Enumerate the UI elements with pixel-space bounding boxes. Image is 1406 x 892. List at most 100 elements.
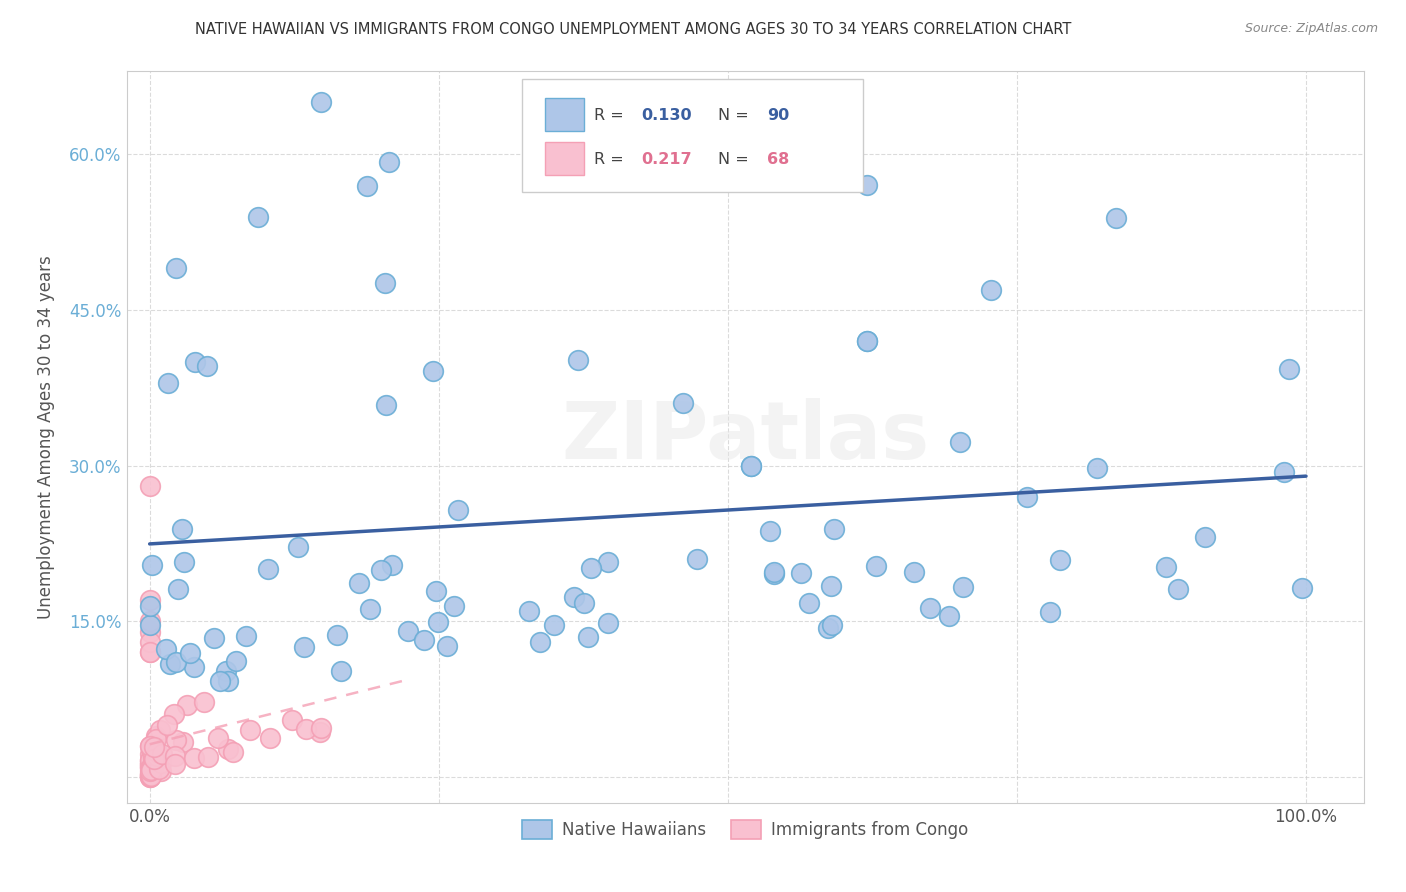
Point	[918, 601, 941, 615]
Point	[287, 540, 309, 554]
Point	[855, 334, 877, 348]
Point	[146, 745, 169, 759]
Y-axis label: Unemployment Among Ages 30 to 34 years: Unemployment Among Ages 30 to 34 years	[38, 255, 55, 619]
Point	[225, 655, 247, 669]
Point	[820, 579, 842, 593]
Point	[138, 624, 160, 639]
Point	[138, 614, 160, 628]
Point	[574, 596, 596, 610]
Point	[172, 735, 194, 749]
Point	[1154, 560, 1177, 574]
Point	[209, 673, 232, 688]
Point	[1272, 465, 1295, 479]
Point	[576, 631, 599, 645]
Point	[138, 757, 160, 772]
Point	[247, 210, 270, 224]
Text: 0.130: 0.130	[641, 108, 692, 123]
Point	[762, 565, 785, 579]
Point	[356, 178, 378, 193]
Point	[142, 749, 165, 764]
Point	[183, 659, 205, 673]
Point	[197, 749, 219, 764]
Point	[138, 645, 160, 659]
Point	[281, 714, 304, 728]
Point	[396, 624, 419, 639]
FancyBboxPatch shape	[523, 78, 863, 192]
Point	[738, 122, 761, 136]
Point	[412, 633, 434, 648]
Text: 0.217: 0.217	[641, 152, 692, 167]
Text: N =: N =	[718, 108, 754, 123]
Point	[1291, 581, 1313, 595]
Point	[172, 523, 194, 537]
Point	[309, 95, 332, 110]
Point	[817, 621, 839, 635]
Point	[146, 748, 169, 763]
Point	[138, 769, 160, 783]
Point	[155, 642, 177, 657]
Point	[149, 756, 172, 771]
Point	[165, 260, 187, 275]
Point	[138, 770, 160, 784]
Point	[436, 639, 458, 653]
Point	[149, 764, 172, 779]
Point	[165, 655, 187, 669]
Point	[138, 759, 160, 773]
Point	[145, 729, 167, 743]
Point	[163, 707, 186, 722]
Text: 68: 68	[768, 152, 790, 167]
Point	[235, 629, 257, 643]
Point	[138, 770, 160, 784]
Point	[309, 722, 332, 736]
Point	[155, 718, 177, 732]
Point	[139, 768, 162, 782]
Point	[1085, 461, 1108, 475]
Point	[446, 503, 468, 517]
Point	[138, 760, 160, 774]
Text: 90: 90	[768, 108, 790, 123]
Point	[579, 560, 602, 574]
Point	[823, 522, 845, 536]
Point	[370, 563, 392, 577]
Point	[156, 376, 179, 390]
Point	[422, 364, 444, 378]
Point	[138, 753, 160, 767]
Point	[165, 757, 187, 772]
Point	[138, 766, 160, 780]
Point	[148, 762, 170, 776]
Point	[517, 604, 540, 618]
Point	[139, 763, 162, 777]
Point	[139, 599, 162, 613]
Point	[207, 731, 229, 746]
Text: R =: R =	[595, 152, 628, 167]
Point	[347, 576, 370, 591]
Point	[374, 398, 396, 412]
Point	[980, 283, 1002, 297]
Point	[381, 558, 404, 572]
Point	[167, 582, 190, 596]
Point	[142, 756, 165, 771]
FancyBboxPatch shape	[544, 142, 585, 175]
Point	[143, 740, 166, 755]
Point	[138, 739, 160, 754]
Point	[938, 609, 960, 624]
Point	[1104, 211, 1126, 226]
Point	[257, 562, 280, 576]
Point	[184, 355, 207, 369]
Point	[740, 458, 762, 473]
Point	[821, 618, 844, 632]
Point	[952, 580, 974, 594]
Point	[672, 396, 695, 410]
Point	[202, 631, 225, 645]
Point	[443, 599, 465, 614]
Point	[141, 558, 163, 572]
Point	[1049, 553, 1071, 567]
Point	[193, 695, 215, 709]
Point	[294, 722, 316, 736]
Point	[567, 352, 589, 367]
Point	[685, 551, 707, 566]
Text: NATIVE HAWAIIAN VS IMMIGRANTS FROM CONGO UNEMPLOYMENT AMONG AGES 30 TO 34 YEARS : NATIVE HAWAIIAN VS IMMIGRANTS FROM CONGO…	[194, 22, 1071, 37]
Point	[555, 116, 578, 130]
Point	[146, 745, 169, 759]
Point	[598, 615, 620, 630]
